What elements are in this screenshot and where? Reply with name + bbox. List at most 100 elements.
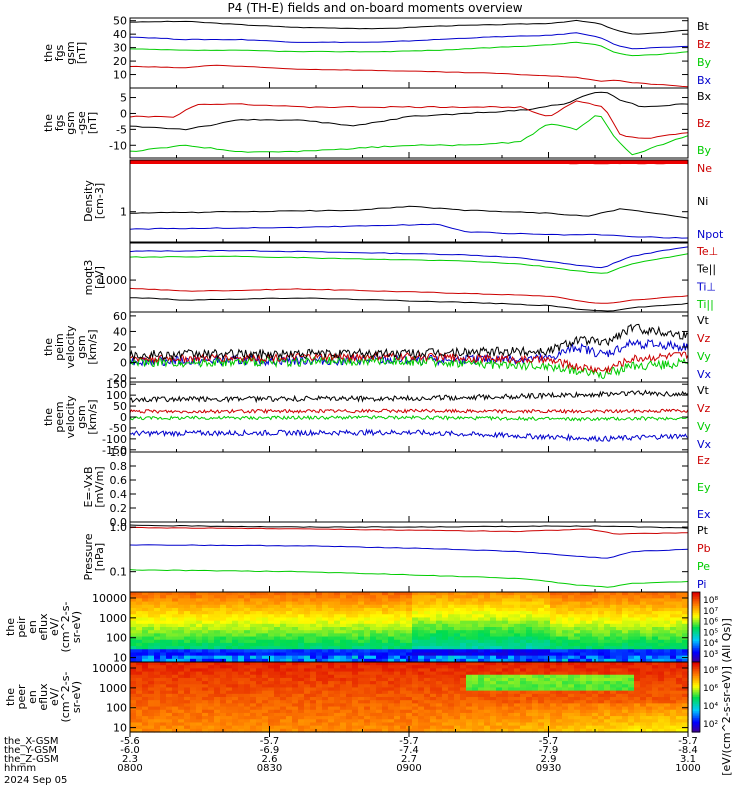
spectrogram-cell — [154, 652, 161, 657]
spectrogram-cell — [460, 728, 467, 733]
spectrogram-cell — [502, 677, 509, 682]
spectrogram-cell — [634, 646, 641, 650]
spectrogram-cell — [406, 598, 413, 603]
spectrogram-cell — [508, 690, 515, 695]
spectrogram-cell — [316, 668, 323, 673]
spectrogram-cell — [616, 728, 623, 733]
spectrogram-cell — [634, 620, 641, 625]
spectrogram-cell — [238, 646, 245, 650]
spectrogram-cell — [382, 700, 389, 704]
spectrogram-cell — [286, 658, 293, 663]
spectrogram-cell — [664, 674, 671, 679]
spectrogram-cell — [244, 671, 251, 676]
spectrogram-cell — [376, 636, 383, 641]
spectrogram-cell — [166, 662, 173, 666]
spectrogram-cell — [670, 658, 677, 663]
spectrogram-cell — [508, 693, 515, 698]
spectrogram-cell — [430, 687, 437, 692]
spectrogram-cell — [394, 630, 401, 634]
spectrogram-cell — [580, 677, 587, 682]
colorbar-cell — [692, 660, 700, 663]
spectrogram-cell — [376, 671, 383, 676]
spectrogram-cell — [172, 655, 179, 660]
spectrogram-cell — [526, 665, 533, 669]
spectrogram-cell — [568, 601, 575, 606]
spectrogram-cell — [400, 712, 407, 717]
spectrogram-cell — [268, 671, 275, 676]
spectrogram-cell — [208, 703, 215, 708]
spectrogram-cell — [232, 728, 239, 733]
spectrogram-cell — [346, 693, 353, 698]
spectrogram-cell — [136, 627, 143, 631]
spectrogram-cell — [394, 620, 401, 625]
spectrogram-cell — [256, 601, 263, 606]
spectrogram-cell — [136, 725, 143, 730]
spectrogram-cell — [208, 646, 215, 650]
spectrogram-cell — [466, 722, 473, 727]
spectrogram-cell — [388, 697, 395, 701]
spectrogram-cell — [682, 604, 689, 609]
spectrogram-cell — [520, 716, 527, 720]
spectrogram-cell — [322, 592, 329, 596]
spectrogram-cell — [634, 630, 641, 634]
spectrogram-cell — [586, 633, 593, 638]
spectrogram-cell — [574, 611, 581, 615]
spectrogram-cell — [232, 662, 239, 666]
spectrogram-cell — [520, 646, 527, 650]
spectrogram-cell — [136, 687, 143, 692]
spectrogram-cell — [526, 604, 533, 609]
spectrogram-cell — [520, 725, 527, 730]
spectrogram-cell — [166, 595, 173, 599]
spectrogram-cell — [478, 665, 485, 669]
spectrogram-cell — [292, 671, 299, 676]
spectrogram-cell — [448, 709, 455, 714]
spectrogram-cell — [358, 598, 365, 603]
spectrogram-cell — [580, 712, 587, 717]
spectrogram-cell — [304, 681, 311, 685]
spectrogram-cell — [202, 712, 209, 717]
spectrogram-cell — [454, 655, 461, 660]
xaxis-tick-value: 0830 — [257, 763, 282, 774]
spectrogram-cell — [304, 709, 311, 714]
spectrogram-cell — [526, 716, 533, 720]
spectrogram-cell — [154, 662, 161, 666]
spectrogram-cell — [136, 665, 143, 669]
spectrogram-cell — [214, 677, 221, 682]
spectrogram-cell — [208, 601, 215, 606]
spectrogram-cell — [460, 658, 467, 663]
spectrogram-cell — [298, 630, 305, 634]
spectrogram-cell — [532, 633, 539, 638]
spectrogram-cell — [226, 658, 233, 663]
spectrogram-cell — [310, 690, 317, 695]
spectrogram-cell — [412, 712, 419, 717]
spectrogram-cell — [292, 690, 299, 695]
spectrogram-cell — [652, 671, 659, 676]
spectrogram-cell — [520, 719, 527, 724]
spectrogram-cell — [568, 665, 575, 669]
spectrogram-cell — [670, 627, 677, 631]
spectrogram-cell — [226, 604, 233, 609]
spectrogram-cell — [226, 611, 233, 615]
spectrogram-cell — [250, 725, 257, 730]
spectrogram-cell — [556, 671, 563, 676]
spectrogram-cell — [316, 652, 323, 657]
spectrogram-cell — [454, 690, 461, 695]
spectrogram-cell — [406, 617, 413, 622]
spectrogram-cell — [274, 709, 281, 714]
spectrogram-cell — [448, 614, 455, 619]
spectrogram-cell — [346, 646, 353, 650]
spectrogram-cell — [136, 636, 143, 641]
spectrogram-cell — [304, 611, 311, 615]
spectrogram-cell — [412, 639, 419, 644]
spectrogram-cell — [160, 684, 167, 689]
spectrogram-cell — [256, 712, 263, 717]
spectrogram-cell — [532, 697, 539, 701]
spectrogram-cell — [580, 697, 587, 701]
spectrogram-cell — [544, 649, 551, 654]
panel-frame — [129, 159, 689, 243]
spectrogram-cell — [616, 620, 623, 625]
spectrogram-cell — [280, 595, 287, 599]
spectrogram-cell — [280, 601, 287, 606]
